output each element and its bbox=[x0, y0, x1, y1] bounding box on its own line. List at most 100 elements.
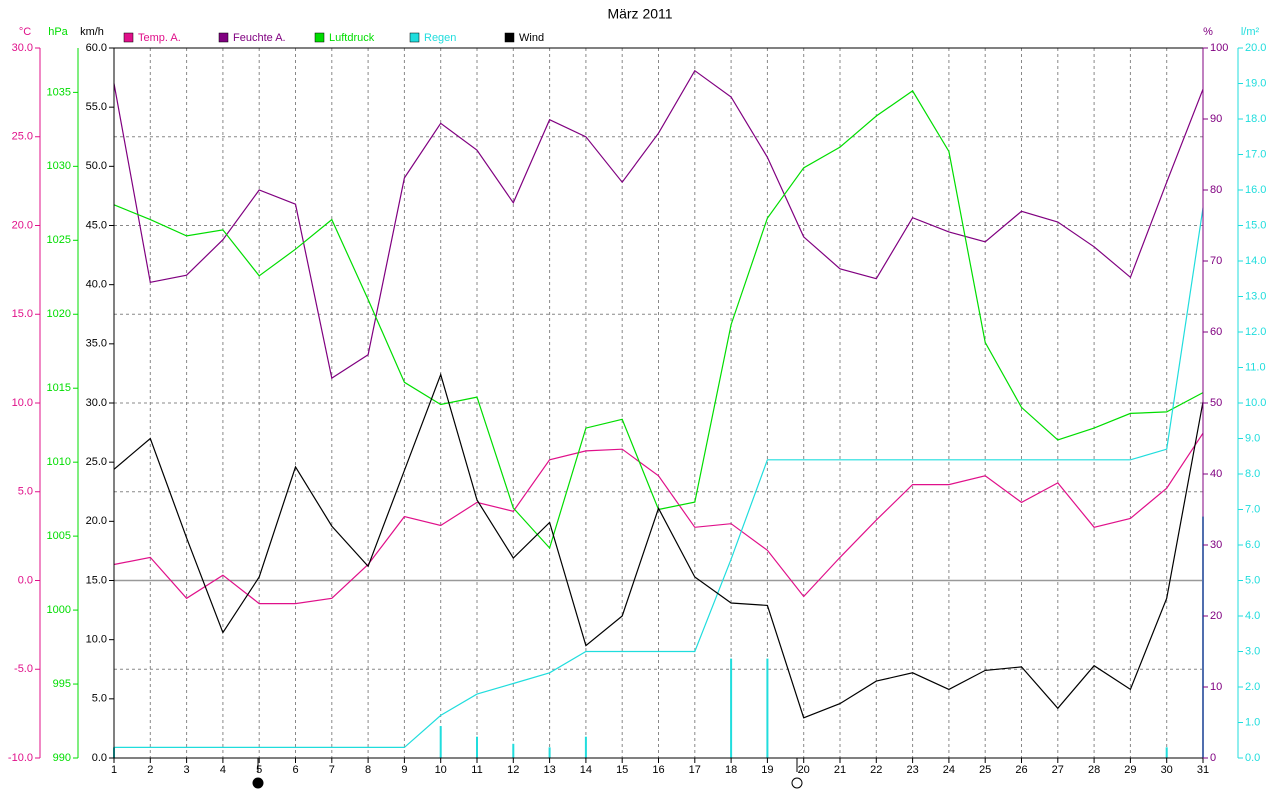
y-tick-label: 0 bbox=[1210, 752, 1216, 764]
y-tick-label: 40 bbox=[1210, 468, 1222, 480]
x-tick-label: 11 bbox=[471, 764, 482, 776]
y-tick-label: 17.0 bbox=[1245, 148, 1266, 160]
legend-label: Temp. A. bbox=[138, 32, 181, 44]
y-tick-label: 2.0 bbox=[1245, 681, 1260, 693]
x-tick-label: 2 bbox=[147, 764, 153, 776]
x-tick-label: 26 bbox=[1015, 764, 1027, 776]
y-axis-label: °C bbox=[19, 26, 31, 38]
rain-bar bbox=[730, 658, 733, 758]
y-tick-label: 60 bbox=[1210, 326, 1222, 338]
rain-bar bbox=[1165, 747, 1168, 758]
x-tick-label: 27 bbox=[1052, 764, 1064, 776]
y-tick-label: 1030 bbox=[47, 160, 71, 172]
x-tick-label: 31 bbox=[1197, 764, 1209, 776]
y-axis-label: km/h bbox=[80, 26, 104, 38]
y-tick-label: 1020 bbox=[47, 308, 71, 320]
x-tick-label: 25 bbox=[979, 764, 991, 776]
x-tick-label: 24 bbox=[943, 764, 955, 776]
y-tick-label: 1.0 bbox=[1245, 716, 1260, 728]
x-tick-label: 15 bbox=[616, 764, 628, 776]
y-tick-label: 3.0 bbox=[1245, 645, 1260, 657]
x-tick-label: 18 bbox=[725, 764, 737, 776]
rain-bar bbox=[766, 658, 769, 758]
x-tick-label: 9 bbox=[401, 764, 407, 776]
series-line bbox=[114, 207, 1204, 748]
y-tick-label: 9.0 bbox=[1245, 432, 1260, 444]
y-tick-label: 20.0 bbox=[12, 219, 33, 231]
y-tick-label: -5.0 bbox=[14, 663, 33, 675]
y-tick-label: 45.0 bbox=[86, 219, 107, 231]
x-tick-label: 21 bbox=[834, 764, 846, 776]
y-tick-label: 30.0 bbox=[86, 397, 107, 409]
x-tick-label: 13 bbox=[543, 764, 555, 776]
y-tick-label: 16.0 bbox=[1245, 184, 1266, 196]
y-tick-label: 7.0 bbox=[1245, 503, 1260, 515]
y-tick-label: 50.0 bbox=[86, 160, 107, 172]
y-tick-label: 10.0 bbox=[86, 634, 107, 646]
y-tick-label: 15.0 bbox=[86, 574, 107, 586]
y-tick-label: 0.0 bbox=[18, 574, 33, 586]
y-tick-label: 90 bbox=[1210, 113, 1222, 125]
legend-swatch bbox=[409, 32, 420, 43]
rain-bar bbox=[584, 736, 587, 758]
y-tick-label: 13.0 bbox=[1245, 290, 1266, 302]
y-tick-label: 30 bbox=[1210, 539, 1222, 551]
y-tick-label: 1035 bbox=[47, 86, 71, 98]
y-tick-label: 4.0 bbox=[1245, 610, 1260, 622]
chart-title: März 2011 bbox=[607, 6, 672, 22]
legend-label: Feuchte A. bbox=[233, 32, 286, 44]
y-tick-label: 50 bbox=[1210, 397, 1222, 409]
y-tick-label: 1010 bbox=[47, 456, 71, 468]
y-axis-label: hPa bbox=[48, 26, 68, 38]
x-tick-label: 5 bbox=[256, 764, 262, 776]
y-tick-label: 10 bbox=[1210, 681, 1222, 693]
x-tick-label: 16 bbox=[652, 764, 664, 776]
y-tick-label: 100 bbox=[1210, 42, 1228, 54]
y-tick-label: 5.0 bbox=[1245, 574, 1260, 586]
y-tick-label: 70 bbox=[1210, 255, 1222, 267]
y-tick-label: 1025 bbox=[47, 234, 71, 246]
plot bbox=[113, 69, 1204, 758]
y-tick-label: 0.0 bbox=[92, 752, 107, 764]
y-tick-label: 15.0 bbox=[12, 308, 33, 320]
x-tick-label: 14 bbox=[580, 764, 592, 776]
y-tick-label: 1015 bbox=[47, 382, 71, 394]
y-tick-label: 55.0 bbox=[86, 101, 107, 113]
x-tick-label: 17 bbox=[689, 764, 701, 776]
y-tick-label: 25.0 bbox=[86, 456, 107, 468]
y-tick-label: 20 bbox=[1210, 610, 1222, 622]
grid bbox=[114, 48, 1203, 758]
y-axis-label: % bbox=[1203, 26, 1213, 38]
x-tick-label: 12 bbox=[507, 764, 519, 776]
x-tick-label: 19 bbox=[761, 764, 773, 776]
y-tick-label: 19.0 bbox=[1245, 77, 1266, 89]
y-tick-label: 40.0 bbox=[86, 279, 107, 291]
y-tick-label: 14.0 bbox=[1245, 255, 1266, 267]
y-tick-label: 995 bbox=[53, 678, 71, 690]
new-moon bbox=[252, 777, 264, 789]
x-tick-label: 7 bbox=[329, 764, 335, 776]
series-line bbox=[113, 432, 1204, 605]
x-tick-label: 1 bbox=[111, 764, 117, 776]
y-tick-label: 30.0 bbox=[12, 42, 33, 54]
x-tick-label: 4 bbox=[220, 764, 226, 776]
y-tick-label: 20.0 bbox=[1245, 42, 1266, 54]
y-tick-label: 0.0 bbox=[1245, 752, 1260, 764]
y-tick-label: 8.0 bbox=[1245, 468, 1260, 480]
rain-bar bbox=[548, 747, 551, 758]
legend-swatch bbox=[314, 32, 325, 43]
x-tick-label: 8 bbox=[365, 764, 371, 776]
y-tick-label: 990 bbox=[53, 752, 71, 764]
rain-bar bbox=[512, 743, 515, 758]
series-line bbox=[113, 69, 1204, 380]
x-tick-label: 22 bbox=[870, 764, 882, 776]
y-tick-label: 18.0 bbox=[1245, 113, 1266, 125]
series-line bbox=[113, 372, 1204, 719]
y-tick-label: 5.0 bbox=[18, 486, 33, 498]
legend-swatch bbox=[218, 32, 229, 43]
y-tick-label: -10.0 bbox=[8, 752, 33, 764]
x-tick-label: 10 bbox=[435, 764, 447, 776]
y-tick-label: 80 bbox=[1210, 184, 1222, 196]
y-tick-label: 60.0 bbox=[86, 42, 107, 54]
